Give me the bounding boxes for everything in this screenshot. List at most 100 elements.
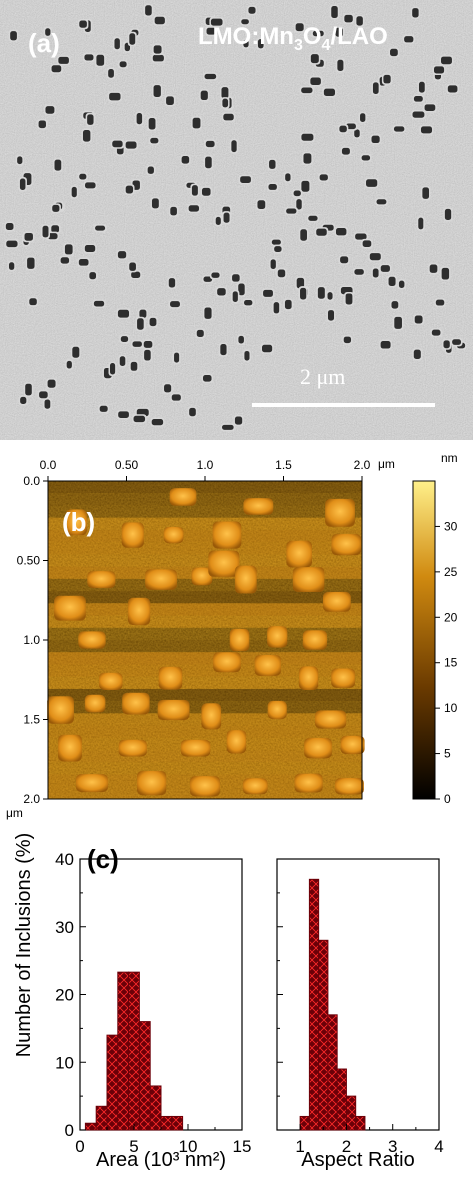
- sem-pore: [274, 246, 282, 252]
- colorbar-tick-label: 25: [444, 565, 458, 579]
- sem-pore: [206, 27, 216, 35]
- afm-x-tick-label: 1.0: [197, 458, 214, 472]
- sem-pore: [354, 269, 364, 275]
- sem-pore: [192, 117, 201, 129]
- sem-pore: [117, 251, 127, 259]
- sem-pore: [257, 200, 266, 209]
- afm-scan-line: [48, 603, 362, 616]
- afm-scan-line: [48, 615, 362, 628]
- sem-pore: [164, 384, 172, 393]
- sem-pore: [64, 244, 73, 255]
- afm-grain: [122, 692, 150, 715]
- sem-pore: [300, 287, 307, 300]
- sem-pore: [143, 341, 153, 348]
- afm-grain: [47, 696, 74, 724]
- x-tick-label: 5: [129, 1137, 138, 1156]
- afm-grain: [54, 595, 86, 621]
- sem-pore: [87, 114, 94, 125]
- sem-pore: [327, 292, 333, 300]
- afm-y-tick-label: 1.0: [23, 633, 40, 647]
- histogram-bar: [299, 1115, 310, 1131]
- afm-grain: [87, 571, 116, 589]
- panel-c: 0 5 10 15 0 10 20 30 40 1 2 3 4 (c) Number of Inclu…: [13, 833, 444, 1171]
- sem-pore: [221, 87, 229, 99]
- sem-pore: [150, 137, 159, 144]
- sem-pore: [232, 291, 238, 303]
- sem-pore: [424, 104, 436, 111]
- sem-pore: [42, 225, 49, 238]
- sem-pore: [422, 187, 430, 199]
- sem-pore: [151, 198, 159, 209]
- sem-pore: [420, 126, 433, 134]
- sem-pore: [10, 31, 17, 41]
- panel-c-label: (c): [87, 844, 119, 874]
- sem-pore: [301, 87, 313, 94]
- sem-pore: [429, 264, 438, 273]
- sem-pore: [310, 54, 319, 64]
- panel-a-title: LMO:Mn3O4/LAO: [198, 23, 388, 54]
- sem-pore: [181, 156, 190, 164]
- sem-pore: [151, 418, 164, 426]
- sem-pore: [418, 217, 424, 230]
- sem-pore: [60, 257, 70, 264]
- sem-pore: [376, 199, 387, 205]
- sem-pore: [117, 309, 130, 318]
- sem-pore: [205, 140, 215, 148]
- colorbar: [412, 480, 436, 800]
- plot-frame: [276, 858, 440, 1131]
- sem-pore: [327, 310, 335, 321]
- sem-pore: [145, 5, 152, 16]
- sem-pore: [345, 293, 353, 305]
- y-tick-label: 40: [55, 850, 74, 869]
- sem-pore: [413, 96, 423, 102]
- afm-grain: [286, 540, 313, 568]
- afm-scan-line: [48, 554, 362, 567]
- sem-pore: [82, 130, 91, 142]
- afm-grain: [243, 498, 274, 515]
- x-tick-label: 3: [388, 1137, 397, 1156]
- sem-pore: [277, 269, 286, 278]
- sem-pore: [84, 245, 96, 253]
- sem-pore: [331, 6, 338, 18]
- histogram-bar: [336, 1068, 347, 1131]
- sem-pore: [47, 379, 56, 388]
- sem-pore: [139, 309, 147, 319]
- afm-grain: [314, 710, 347, 729]
- sem-pore: [404, 36, 414, 43]
- afm-grain: [78, 631, 106, 649]
- afm-grain: [242, 778, 268, 795]
- sem-pore: [380, 340, 391, 349]
- sem-pore: [268, 184, 277, 190]
- afm-x-axis: 0.0 0.50 1.0 1.5 2.0: [40, 458, 371, 481]
- sem-pore: [132, 341, 142, 347]
- sem-pore: [203, 276, 213, 282]
- sem-pore: [137, 318, 144, 330]
- colorbar-tick-label: 0: [444, 792, 451, 806]
- sem-pore: [191, 185, 198, 196]
- afm-grain: [213, 652, 241, 673]
- sem-pore: [78, 258, 89, 266]
- afm-grain: [267, 700, 287, 720]
- afm-x-tick-label: 2.0: [354, 458, 371, 472]
- afm-scan-line: [48, 591, 362, 604]
- sem-pore: [345, 123, 356, 130]
- sem-pore: [240, 176, 251, 183]
- sem-pore: [166, 96, 174, 105]
- histogram-bar: [128, 971, 140, 1131]
- sem-pore: [152, 54, 164, 62]
- colorbar-tick-label: 20: [444, 610, 458, 624]
- sem-pore: [51, 225, 60, 233]
- sem-pore: [337, 59, 344, 71]
- sem-pore: [414, 315, 423, 324]
- afm-grain: [340, 735, 365, 755]
- sem-pore: [109, 92, 121, 101]
- y-tick-label: 10: [55, 1053, 74, 1072]
- afm-x-tick-label: 0.0: [40, 458, 57, 472]
- afm-y-tick-label: 2.0: [23, 792, 40, 806]
- afm-grain: [65, 509, 87, 536]
- sem-pore: [366, 179, 378, 187]
- sem-pore: [380, 265, 390, 272]
- sem-pore: [296, 199, 302, 210]
- afm-grain: [191, 567, 213, 586]
- afm-x-tick-label: 1.5: [275, 458, 292, 472]
